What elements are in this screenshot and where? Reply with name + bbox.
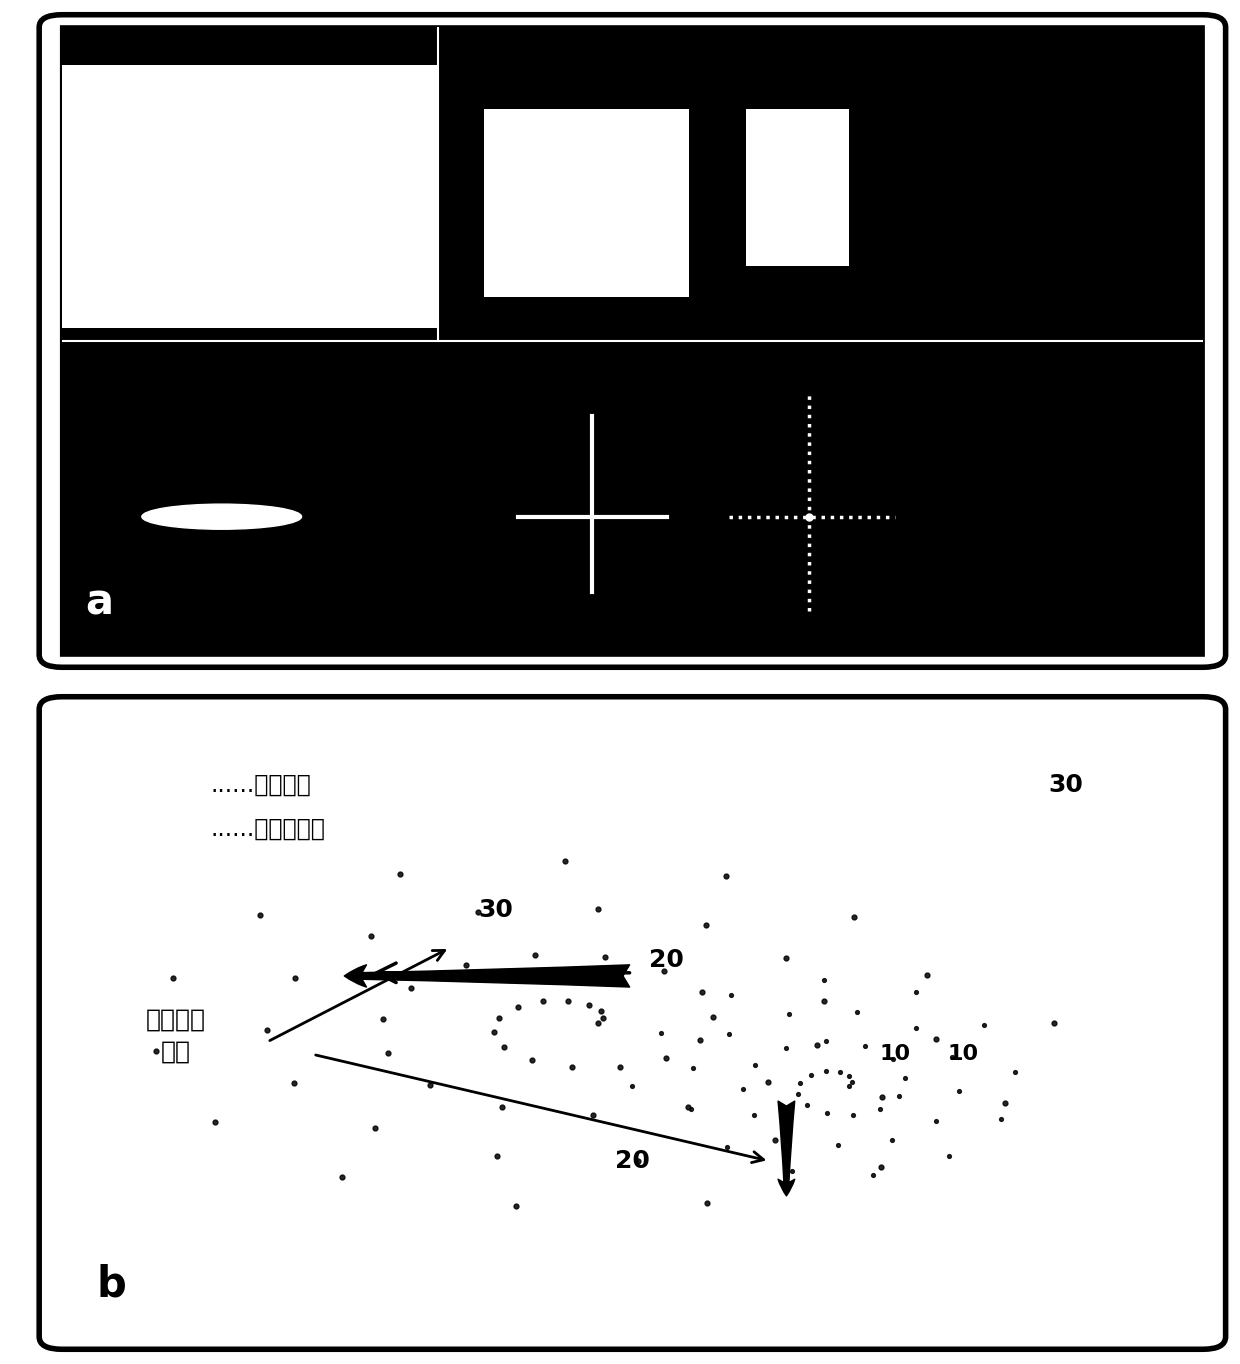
Text: 20: 20 xyxy=(615,1148,650,1173)
Text: 10: 10 xyxy=(947,1045,978,1064)
FancyBboxPatch shape xyxy=(62,27,1203,655)
Text: a: a xyxy=(84,581,113,623)
Text: ......原始轨迹: ......原始轨迹 xyxy=(211,772,311,797)
Text: ......压缩型轨迹: ......压缩型轨迹 xyxy=(211,817,325,840)
Text: b: b xyxy=(97,1263,126,1305)
Text: 20: 20 xyxy=(650,948,684,973)
Text: 压缩原理
示意: 压缩原理 示意 xyxy=(146,1008,206,1064)
Text: 10: 10 xyxy=(879,1045,910,1064)
Ellipse shape xyxy=(141,505,301,529)
Bar xyxy=(746,109,849,266)
Bar xyxy=(62,65,439,329)
Text: 30: 30 xyxy=(479,898,513,922)
Text: 30: 30 xyxy=(1049,772,1084,797)
Bar xyxy=(484,109,689,297)
